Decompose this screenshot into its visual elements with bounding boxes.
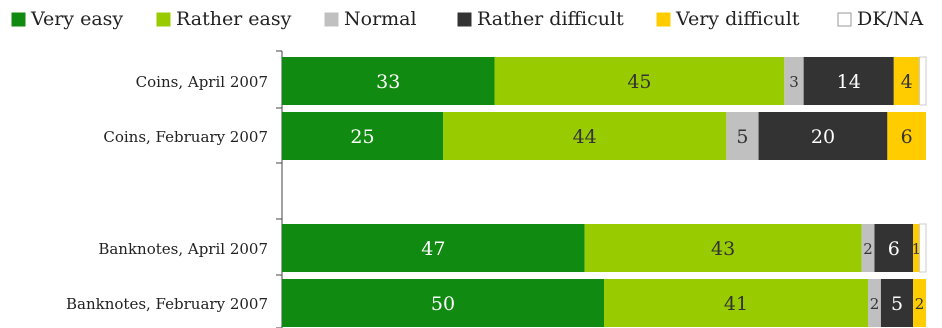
data-label: 14 xyxy=(837,71,861,93)
legend-swatch xyxy=(156,12,171,27)
data-label: 50 xyxy=(431,293,455,315)
data-label: 25 xyxy=(350,126,374,148)
data-label: 33 xyxy=(376,71,400,93)
bar-segment xyxy=(803,57,894,105)
data-label: 6 xyxy=(888,238,900,260)
data-label: 6 xyxy=(901,126,913,148)
legend-label: DK/NA xyxy=(857,8,923,30)
legend-label: Very difficult xyxy=(675,8,800,30)
legend-item-rather-difficult: Rather difficult xyxy=(457,8,624,30)
bar-segment xyxy=(893,57,920,105)
legend-item-very-easy: Very easy xyxy=(11,8,123,30)
bar-segment xyxy=(880,279,914,327)
bar-segment xyxy=(584,224,862,272)
axis-ticks xyxy=(276,50,282,328)
category-label: Coins, April 2007 xyxy=(136,73,268,91)
legend-item-dk-na: DK/NA xyxy=(837,8,923,30)
bar-segment xyxy=(282,112,443,160)
data-label: 47 xyxy=(421,238,445,260)
data-label: 5 xyxy=(736,126,748,148)
bar-segment xyxy=(861,224,875,272)
bar-segment xyxy=(282,279,604,327)
legend-swatch xyxy=(837,12,852,27)
data-label: 3 xyxy=(789,73,799,91)
legend-swatch xyxy=(11,12,26,27)
bar-segment xyxy=(913,279,926,327)
legend-label: Very easy xyxy=(30,8,123,30)
legend-label: Rather easy xyxy=(176,8,292,30)
bar-segment xyxy=(919,56,927,106)
category-label: Banknotes, February 2007 xyxy=(66,295,268,313)
legend-swatch xyxy=(457,12,472,27)
bar-segment xyxy=(726,112,759,160)
data-label: 45 xyxy=(627,71,651,93)
legend-label: Rather difficult xyxy=(477,8,624,30)
bar-segment xyxy=(282,224,585,272)
legend-item-very-difficult: Very difficult xyxy=(656,8,800,30)
legend-item-rather-easy: Rather easy xyxy=(156,8,292,30)
bar-segment xyxy=(913,224,920,272)
legend-swatch xyxy=(324,12,339,27)
data-label: 20 xyxy=(811,126,835,148)
bar-segment xyxy=(887,112,926,160)
data-label: 1 xyxy=(912,240,922,258)
category-labels: Coins, April 2007 Coins, February 2007 Ban… xyxy=(66,73,268,313)
category-label: Banknotes, April 2007 xyxy=(98,240,268,258)
data-label: 2 xyxy=(870,295,880,313)
legend-swatch xyxy=(656,12,671,27)
data-labels: 33 45 3 14 425 44 5 20 647 43 2 6 150 41 2 5 2 xyxy=(350,71,924,315)
data-label: 44 xyxy=(573,126,597,148)
bar-segment xyxy=(604,279,869,327)
bar-segment xyxy=(784,57,804,105)
bar-segment xyxy=(758,112,888,160)
data-label: 2 xyxy=(863,240,873,258)
legend: Very easy Rather easy Normal Rather difficu… xyxy=(11,8,923,30)
bar-segment xyxy=(919,223,927,273)
bar-segment xyxy=(443,112,727,160)
data-label: 4 xyxy=(901,71,913,93)
bar-segment xyxy=(282,57,495,105)
data-label: 2 xyxy=(915,295,925,313)
data-label: 43 xyxy=(711,238,735,260)
bar-segment xyxy=(874,224,914,272)
data-label: 5 xyxy=(891,293,903,315)
legend-item-normal: Normal xyxy=(324,8,417,30)
legend-label: Normal xyxy=(344,8,417,30)
data-label: 41 xyxy=(724,293,748,315)
bar-segment xyxy=(494,57,785,105)
category-label: Coins, February 2007 xyxy=(103,128,268,146)
bar-segment xyxy=(868,279,881,327)
bars xyxy=(282,56,927,327)
